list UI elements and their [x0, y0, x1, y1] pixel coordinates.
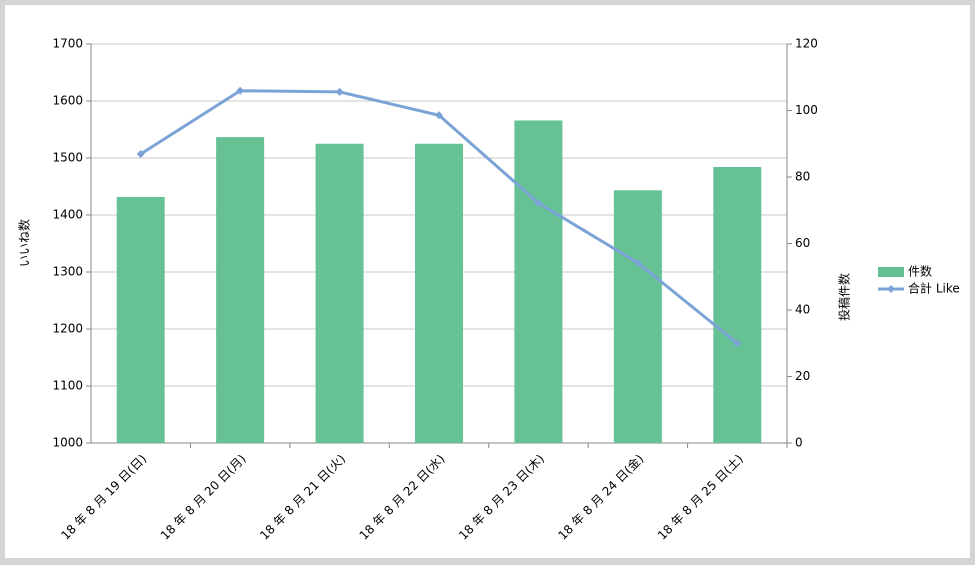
y2-tick-label: 120 [795, 37, 818, 51]
line-marker [136, 150, 145, 159]
line-marker [633, 258, 642, 267]
y2-tick-label: 20 [795, 369, 810, 383]
legend-marker [887, 285, 895, 293]
line-marker [534, 199, 543, 208]
y-tick-label: 1700 [52, 37, 83, 51]
line-marker [335, 87, 344, 96]
y2-tick-label: 80 [795, 170, 810, 184]
bar [613, 190, 662, 443]
line-marker [435, 111, 443, 120]
y-tick-label: 1400 [52, 208, 83, 222]
bar [415, 143, 463, 443]
legend-label: 件数 [908, 264, 932, 279]
y-tick-label: 1000 [52, 436, 83, 450]
y-tick-label: 1300 [52, 265, 83, 279]
y2-tick-label: 0 [795, 436, 803, 450]
bar [315, 143, 364, 443]
legend-swatch [878, 267, 904, 277]
bar [216, 137, 265, 443]
y-tick-label: 1600 [52, 94, 83, 108]
y2-axis-title: 投稿件数 [837, 273, 852, 321]
y-axis-title: いいね数 [17, 219, 32, 267]
y2-tick-label: 100 [795, 103, 818, 117]
legend-label: 合計 Like [908, 281, 960, 296]
line-marker [733, 339, 742, 348]
y2-tick-label: 40 [795, 303, 810, 317]
y-tick-label: 1500 [52, 151, 83, 165]
line-marker [236, 86, 245, 95]
bar [116, 196, 165, 443]
y-tick-label: 1100 [52, 379, 83, 393]
bar [514, 120, 563, 443]
y-tick-label: 1200 [52, 322, 83, 336]
y2-tick-label: 60 [795, 236, 810, 250]
chart-background [5, 5, 970, 558]
bar [713, 167, 762, 443]
